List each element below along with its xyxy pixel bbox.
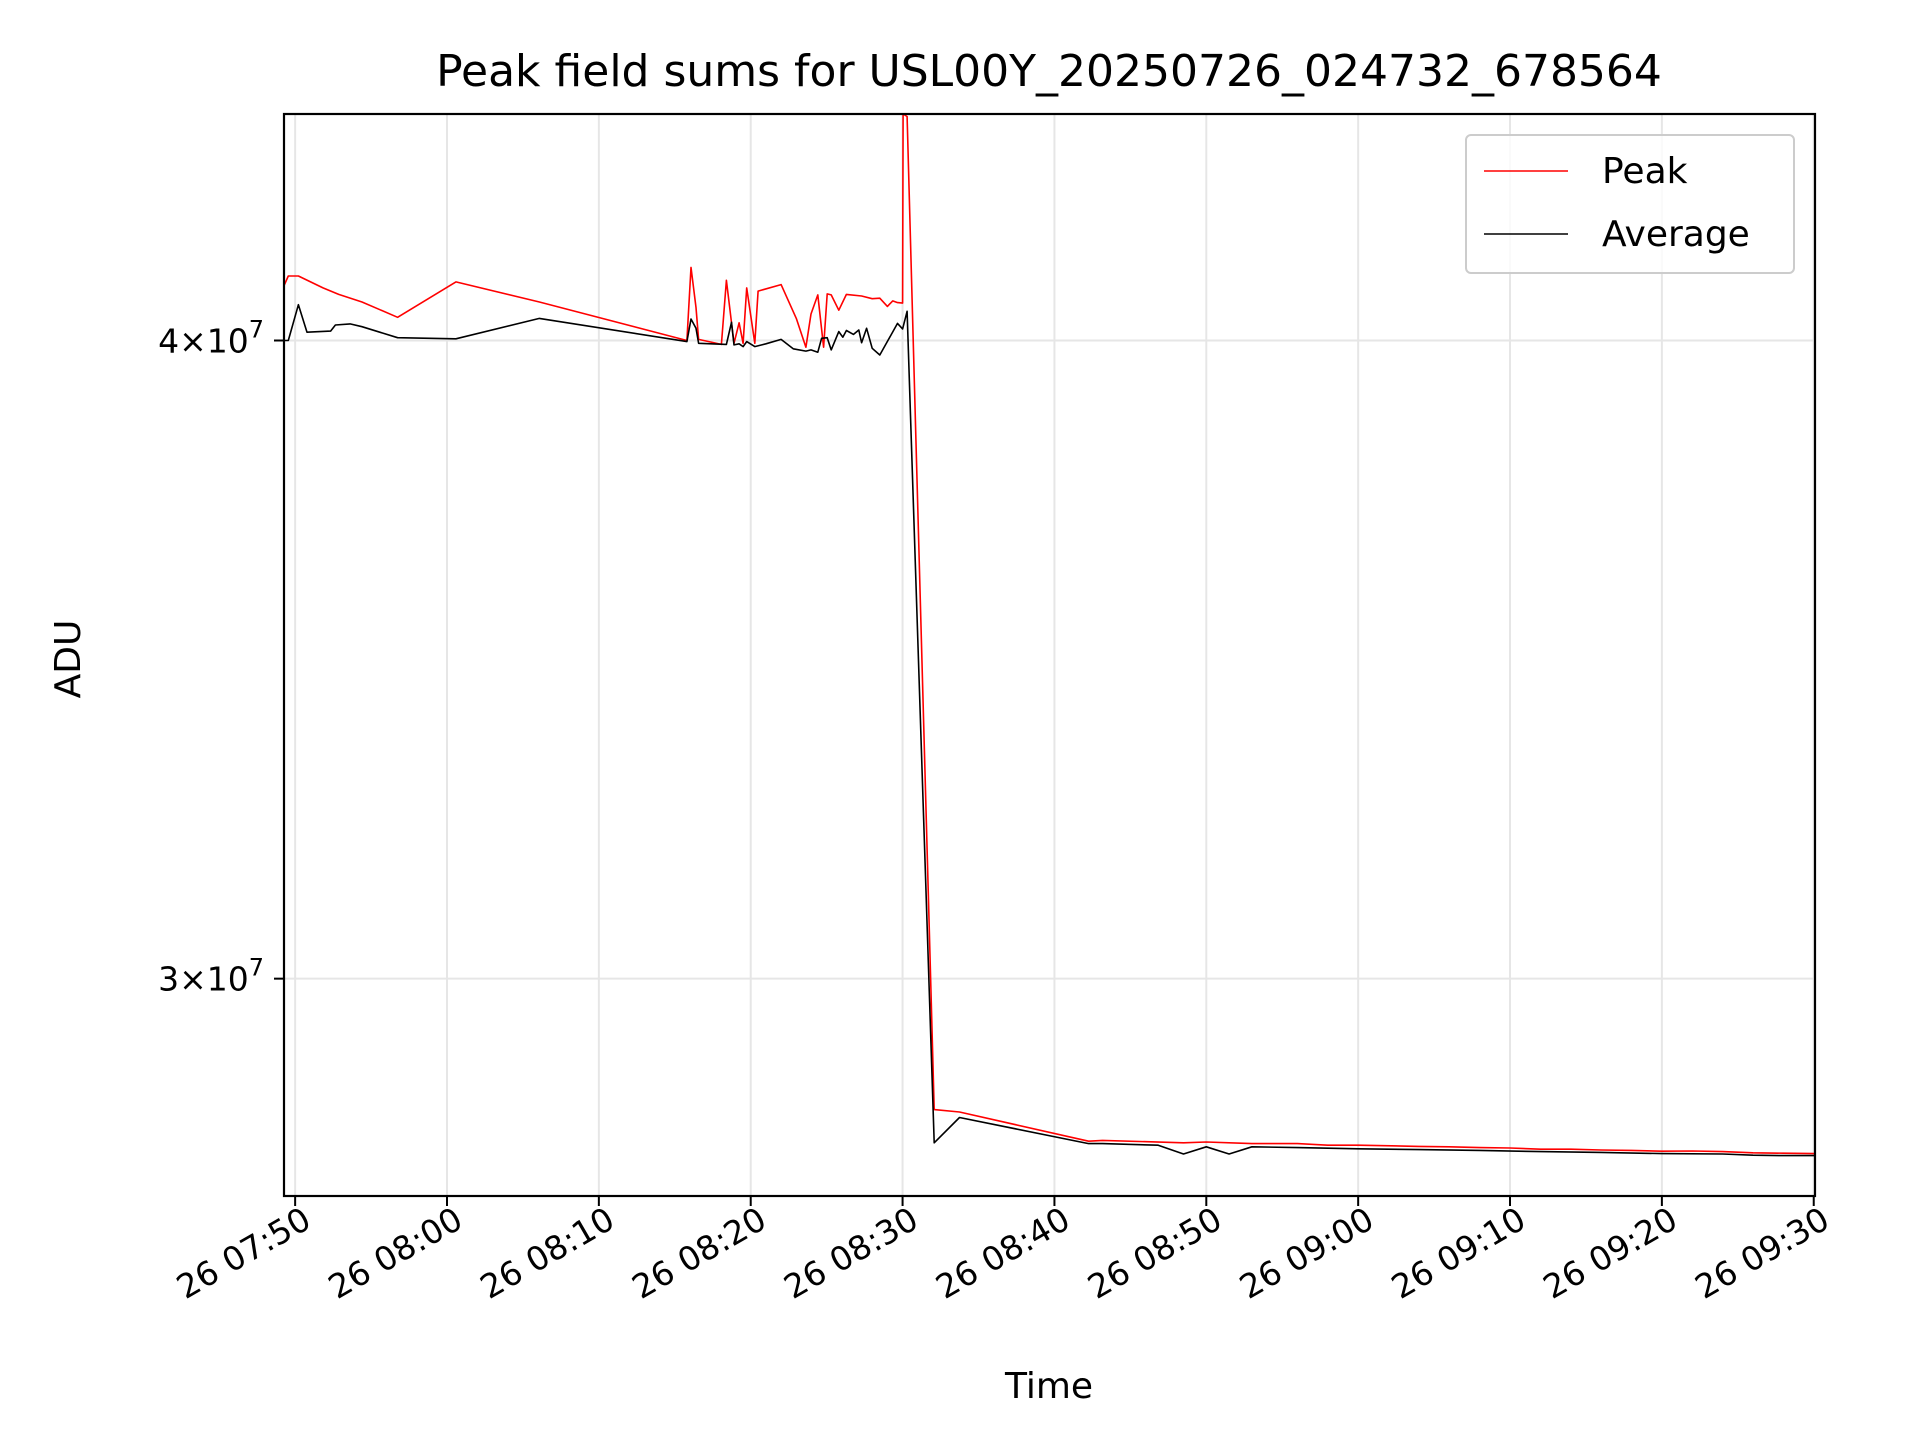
plot-frame <box>282 112 1817 1198</box>
chart-title: Peak field sums for USL00Y_20250726_0247… <box>436 46 1662 97</box>
y-axis-ticks: 3×107 4×107 <box>158 315 284 999</box>
x-axis-label: Time <box>1004 1366 1093 1407</box>
plot-series <box>283 113 1816 1157</box>
series-line-peak <box>283 113 1816 1155</box>
legend-box <box>1465 134 1795 274</box>
legend: Peak Average <box>1465 134 1795 274</box>
legend-label-peak: Peak <box>1602 151 1688 192</box>
y-tick-label: 3×107 <box>158 954 264 999</box>
series-line-average <box>284 303 1815 1157</box>
y-tick-label: 4×107 <box>158 315 264 360</box>
legend-label-average: Average <box>1602 214 1750 255</box>
grid <box>284 114 1815 1196</box>
y-axis-label: ADU <box>48 620 89 699</box>
